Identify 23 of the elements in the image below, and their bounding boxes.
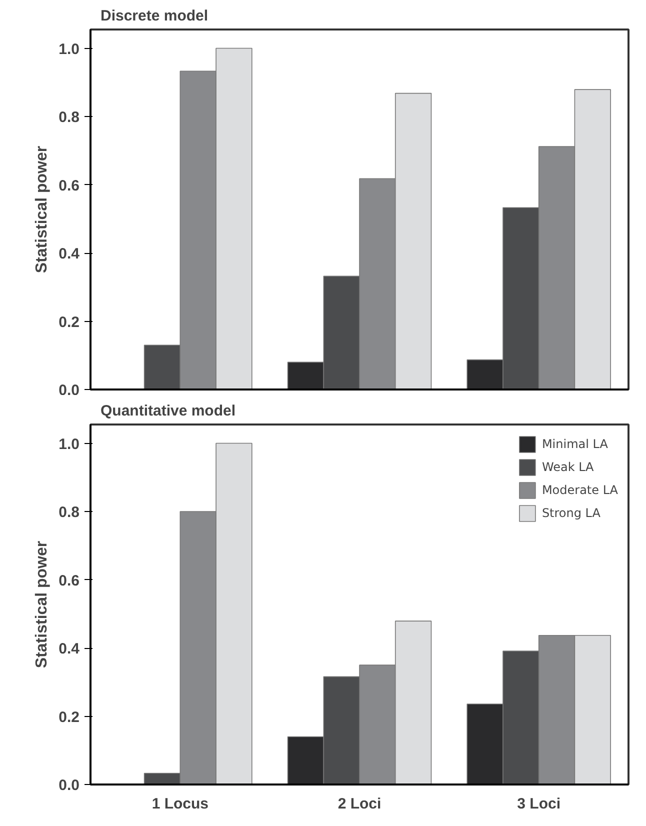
legend-label: Minimal LA bbox=[542, 437, 608, 451]
y-axis-title: Statistical power bbox=[34, 146, 51, 274]
legend-label: Moderate LA bbox=[542, 483, 618, 497]
y-tick-label: 0.2 bbox=[58, 708, 80, 726]
legend-label: Weak LA bbox=[542, 460, 594, 474]
y-tick-label: 0.4 bbox=[58, 246, 80, 263]
y-tick-label: 0.2 bbox=[58, 314, 80, 331]
x-tick-label: 3 Loci bbox=[517, 796, 561, 812]
y-tick-label: 1.0 bbox=[58, 436, 80, 453]
y-tick-label: 0.0 bbox=[58, 777, 80, 794]
y-tick-label: 1.0 bbox=[58, 40, 80, 58]
x-tick-label: 2 Loci bbox=[338, 796, 382, 812]
y-tick-label: 0.6 bbox=[58, 177, 80, 194]
chart-title: Discrete model bbox=[100, 8, 208, 24]
y-tick-label: 0.8 bbox=[58, 504, 80, 522]
x-tick-label: 1 Locus bbox=[152, 796, 209, 812]
y-tick-label: 0.0 bbox=[58, 382, 80, 399]
y-axis-title: Statistical power bbox=[34, 540, 51, 668]
y-tick-label: 0.8 bbox=[58, 109, 80, 126]
y-tick-label: 0.4 bbox=[58, 640, 80, 658]
chart-title: Quantitative model bbox=[100, 402, 236, 420]
y-tick-label: 0.6 bbox=[58, 572, 80, 590]
legend-label: Strong LA bbox=[542, 506, 600, 520]
